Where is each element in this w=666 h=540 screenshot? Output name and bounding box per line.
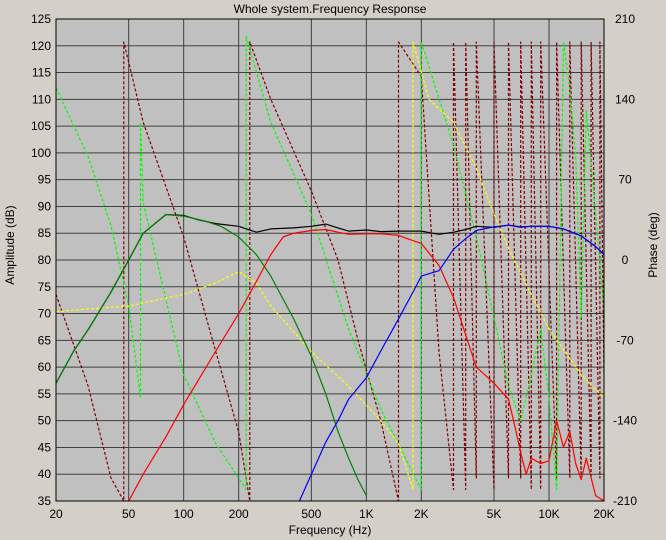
y2-tick-label: 210: [615, 12, 635, 26]
y-tick-label: 35: [38, 494, 52, 508]
phase-series-1: [56, 35, 604, 491]
x-tick-label: 20: [49, 507, 63, 521]
y2-tick-label: -140: [613, 414, 637, 428]
x-tick-label: 5K: [487, 507, 502, 521]
y2-axis-label: Phase (deg): [646, 212, 660, 277]
y2-tick-label: 140: [615, 92, 635, 106]
x-tick-label: 500: [301, 507, 321, 521]
y-tick-label: 120: [31, 39, 51, 53]
x-tick-label: 2K: [414, 507, 429, 521]
y-tick-label: 70: [38, 307, 52, 321]
y-tick-label: 105: [31, 119, 51, 133]
plot-frame: [55, 18, 605, 502]
phase-series-2: [56, 41, 604, 491]
y-tick-label: 75: [38, 280, 52, 294]
x-tick-label: 50: [122, 507, 136, 521]
x-tick-label: 10K: [538, 507, 559, 521]
y-tick-label: 65: [38, 333, 52, 347]
x-axis-label: Frequency (Hz): [289, 523, 372, 537]
y-tick-label: 60: [38, 360, 52, 374]
y2-tick-label: 0: [622, 253, 629, 267]
y-tick-label: 50: [38, 414, 52, 428]
y-axis-label: Amplitude (dB): [3, 205, 17, 284]
y2-tick-label: 70: [618, 173, 632, 187]
x-tick-label: 200: [229, 507, 249, 521]
phase-series-0: [56, 41, 604, 501]
y2-tick-label: -70: [616, 333, 634, 347]
y2-tick-label: -210: [613, 494, 637, 508]
y-tick-label: 95: [38, 173, 52, 187]
y-tick-label: 45: [38, 440, 52, 454]
y-tick-label: 80: [38, 253, 52, 267]
chart-title: Whole system.Frequency Response: [234, 2, 427, 16]
y-tick-label: 115: [32, 66, 51, 80]
y-tick-label: 55: [38, 387, 52, 401]
x-tick-label: 100: [174, 507, 194, 521]
y-tick-label: 90: [38, 199, 52, 213]
y-tick-label: 40: [38, 467, 52, 481]
amplitude-series-2: [128, 228, 604, 501]
y-tick-label: 125: [31, 12, 51, 26]
data-series: [56, 35, 604, 501]
x-tick-label: 1K: [359, 507, 374, 521]
x-tick-label: 20K: [593, 507, 614, 521]
y-tick-label: 110: [32, 92, 51, 106]
tick-labels: 35 40 45 50 55 60 65 70 75 80 85 90 95 100 105 110 115 12…: [31, 12, 637, 521]
y-tick-label: 100: [31, 146, 51, 160]
y-tick-label: 85: [38, 226, 52, 240]
amplitude-series-3: [298, 224, 604, 501]
